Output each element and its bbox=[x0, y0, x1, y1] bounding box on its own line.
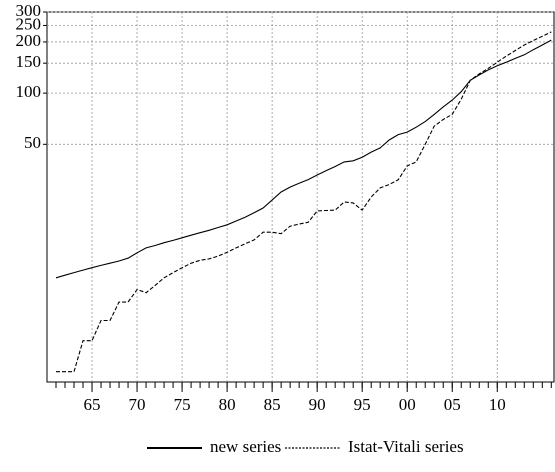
y-tick-label: 150 bbox=[16, 52, 42, 71]
x-tick-label: 05 bbox=[444, 395, 461, 414]
plot-frame bbox=[46, 11, 555, 383]
y-tick-label: 200 bbox=[16, 31, 42, 50]
series-line bbox=[55, 39, 552, 279]
y-tick-label: 100 bbox=[16, 82, 42, 101]
y-tick-label: 300 bbox=[16, 1, 42, 20]
y-tick-label: 50 bbox=[24, 133, 41, 152]
x-tick-label: 90 bbox=[309, 395, 326, 414]
x-tick-label: 80 bbox=[219, 395, 236, 414]
x-tick-label: 75 bbox=[174, 395, 191, 414]
series-line bbox=[56, 31, 552, 373]
x-tick-label: 85 bbox=[264, 395, 281, 414]
x-tick-label: 95 bbox=[354, 395, 371, 414]
x-tick-label: 10 bbox=[489, 395, 506, 414]
x-tick-label: 00 bbox=[399, 395, 416, 414]
y-tick-label: 250 bbox=[16, 14, 42, 33]
x-tick-label: 65 bbox=[84, 395, 101, 414]
legend-label: new series bbox=[210, 437, 281, 456]
x-tick-label: 70 bbox=[129, 395, 146, 414]
legend-label: Istat-Vitali series bbox=[348, 437, 464, 456]
